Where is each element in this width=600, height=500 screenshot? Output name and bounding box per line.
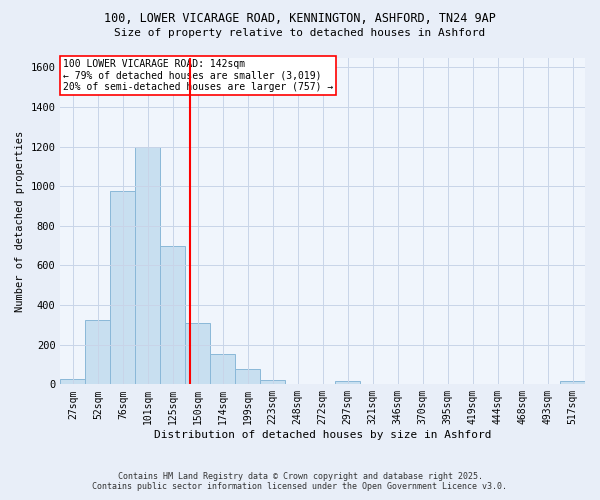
Bar xyxy=(260,380,285,384)
Bar xyxy=(160,246,185,384)
Text: Contains HM Land Registry data © Crown copyright and database right 2025.
Contai: Contains HM Land Registry data © Crown c… xyxy=(92,472,508,491)
Text: 100 LOWER VICARAGE ROAD: 142sqm
← 79% of detached houses are smaller (3,019)
20%: 100 LOWER VICARAGE ROAD: 142sqm ← 79% of… xyxy=(63,59,333,92)
Bar xyxy=(210,354,235,384)
Bar xyxy=(61,380,85,384)
Bar xyxy=(335,382,360,384)
X-axis label: Distribution of detached houses by size in Ashford: Distribution of detached houses by size … xyxy=(154,430,491,440)
Bar xyxy=(560,382,585,384)
Bar xyxy=(136,146,160,384)
Bar xyxy=(235,370,260,384)
Bar xyxy=(185,323,210,384)
Bar xyxy=(85,320,110,384)
Bar xyxy=(110,191,136,384)
Text: 100, LOWER VICARAGE ROAD, KENNINGTON, ASHFORD, TN24 9AP: 100, LOWER VICARAGE ROAD, KENNINGTON, AS… xyxy=(104,12,496,26)
Y-axis label: Number of detached properties: Number of detached properties xyxy=(15,130,25,312)
Text: Size of property relative to detached houses in Ashford: Size of property relative to detached ho… xyxy=(115,28,485,38)
